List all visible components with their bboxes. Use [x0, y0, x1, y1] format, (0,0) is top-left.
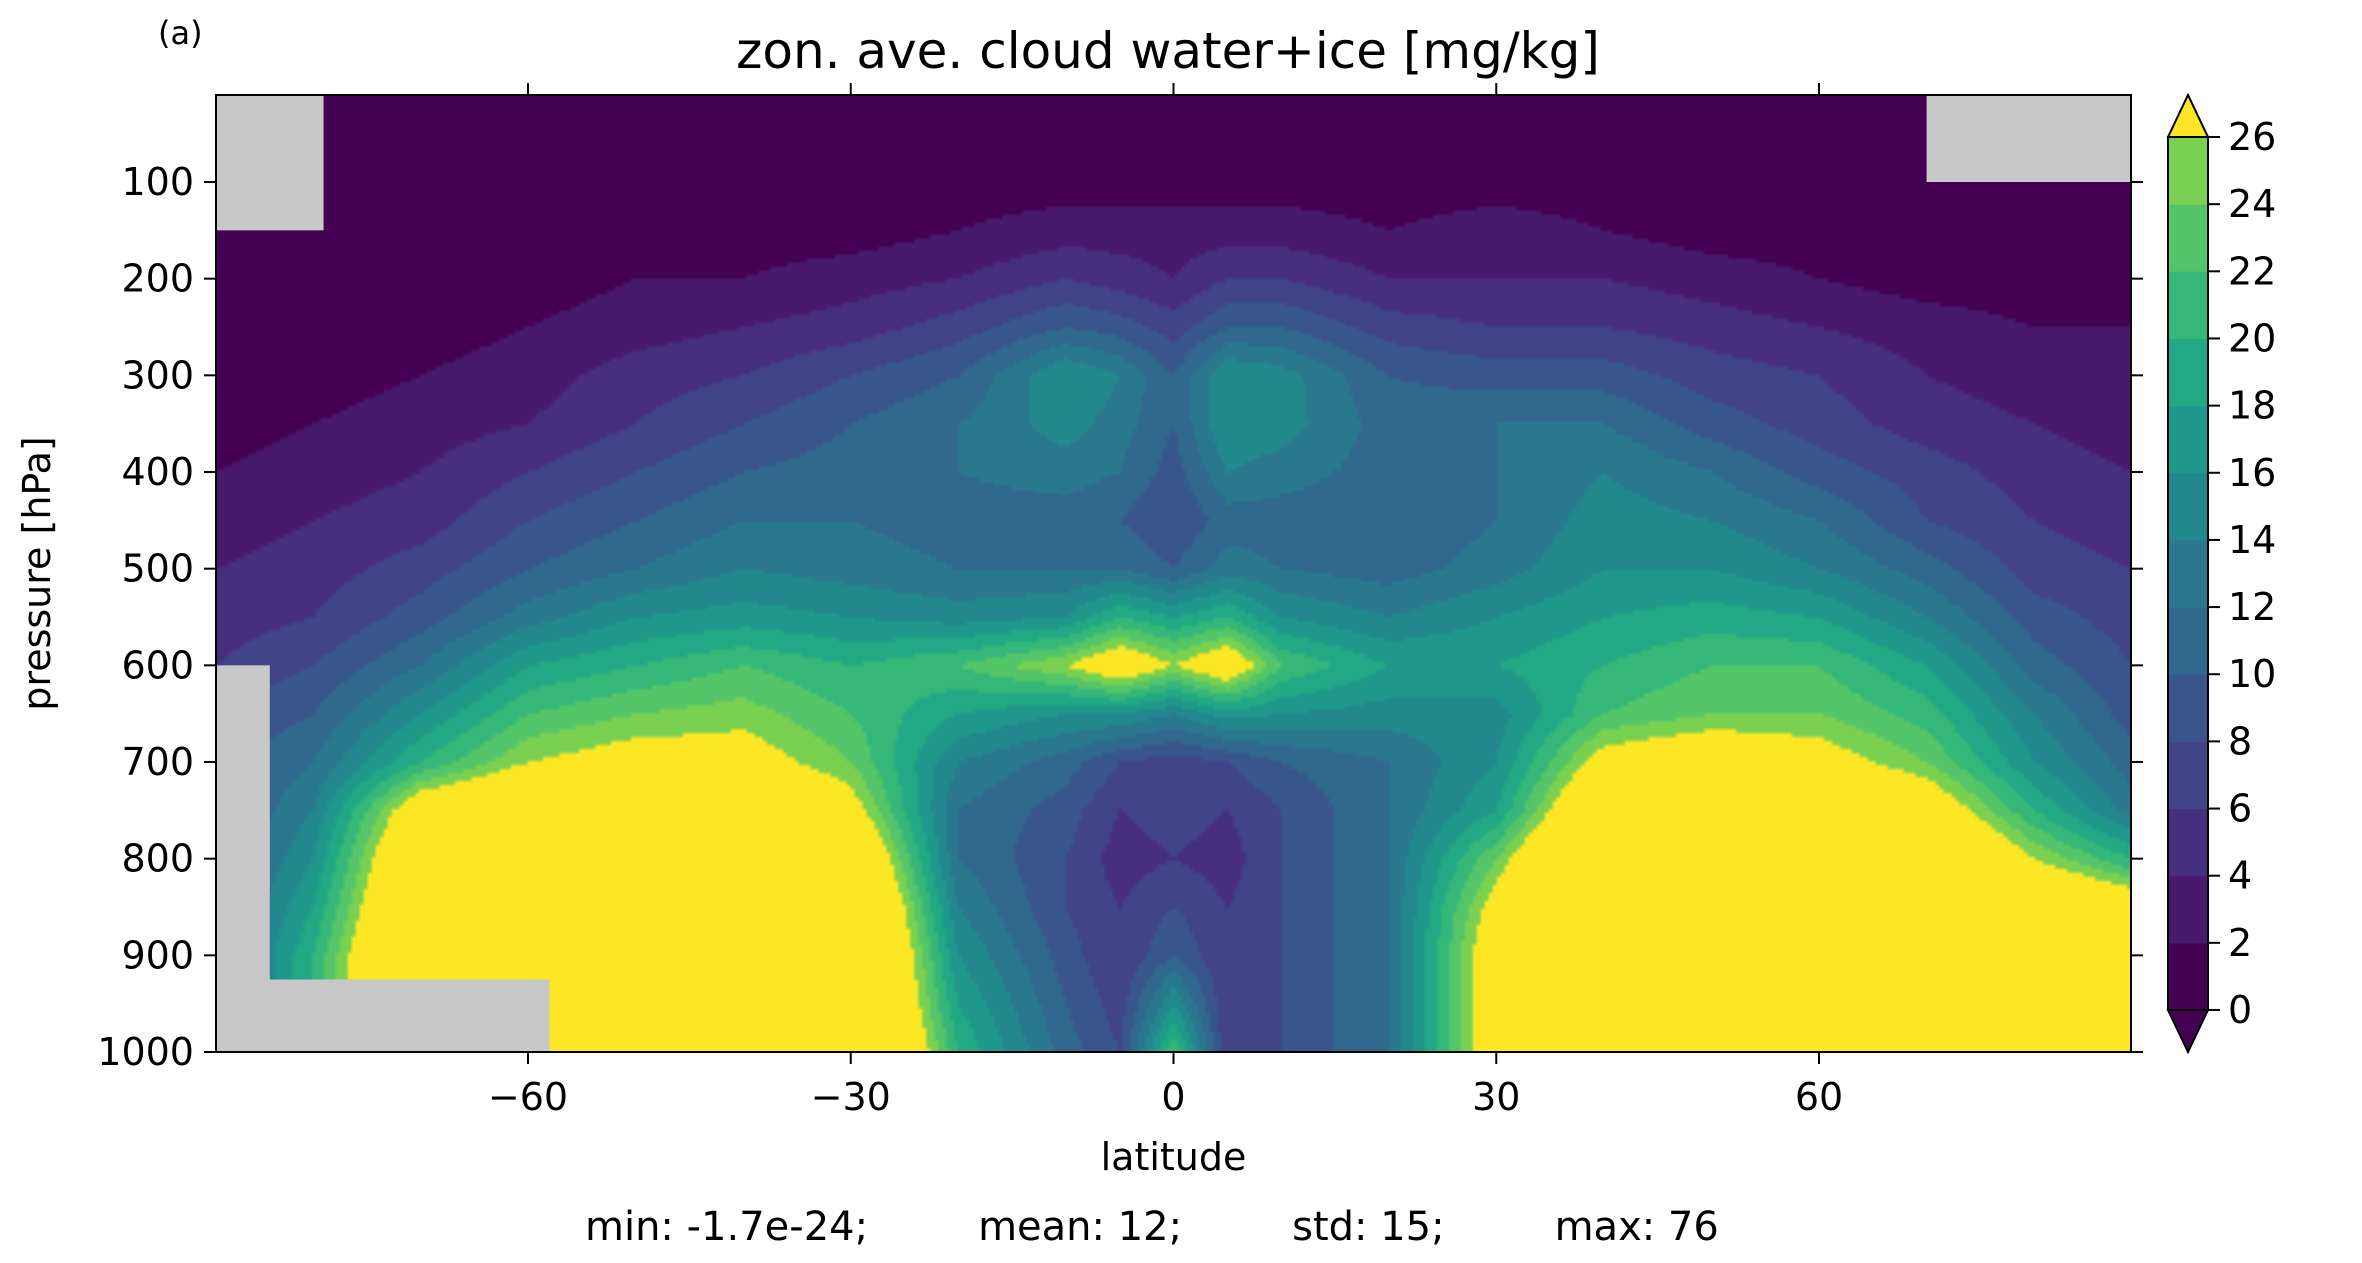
y-tick-label: 100	[121, 160, 194, 204]
colorbar-segment	[2168, 607, 2208, 675]
colorbar-segment	[2168, 271, 2208, 339]
colorbar-frame	[2167, 136, 2209, 1011]
colorbar-segment	[2168, 808, 2208, 877]
colorbar-tick-label: 4	[2228, 854, 2252, 898]
missing-region-upper-right-stratosphere	[1926, 95, 2131, 182]
colorbar-segment	[2168, 338, 2208, 407]
colorbar-segment	[2168, 942, 2208, 1011]
y-tick-label: 600	[121, 643, 194, 687]
colorbar-tick-label: 22	[2228, 249, 2276, 293]
colorbar-tick-label: 0	[2228, 988, 2252, 1032]
colorbar-tick-label: 10	[2228, 652, 2276, 696]
colorbar-segment	[2168, 405, 2208, 474]
y-tick-label: 200	[121, 257, 194, 301]
colorbar-tick-label: 2	[2228, 921, 2252, 965]
x-tick-label: 0	[1161, 1075, 1185, 1119]
x-tick-label: −60	[488, 1075, 568, 1119]
y-axis: 100 200 300 400 500 600 700 800 900 1000	[97, 160, 2143, 1074]
y-tick-label: 800	[121, 837, 194, 881]
colorbar-segment	[2168, 204, 2208, 272]
y-tick-label: 300	[121, 353, 194, 397]
stat-max: max: 76	[1554, 1204, 1719, 1250]
y-tick-label: 1000	[97, 1030, 194, 1074]
missing-region-antarctic-slope	[216, 665, 270, 980]
stat-std: std: 15;	[1292, 1204, 1445, 1250]
x-tick-label: 60	[1795, 1075, 1843, 1119]
colorbar-segment	[2168, 539, 2208, 608]
colorbar-tick-label: 12	[2228, 585, 2276, 629]
y-axis-label: pressure [hPa]	[15, 436, 59, 710]
colorbar-tick-label: 18	[2228, 384, 2276, 428]
colorbar-segment	[2168, 137, 2208, 205]
colorbar-tick-label: 6	[2228, 787, 2252, 831]
x-tick-label: −30	[811, 1075, 891, 1119]
missing-data-layer	[216, 95, 2131, 1052]
y-tick-label: 500	[121, 547, 194, 591]
colorbar-tick-label: 20	[2228, 316, 2276, 360]
colorbar-extend-max	[2166, 92, 2210, 138]
contour-plot-area	[216, 95, 2131, 1052]
stat-min: min: -1.7e-24;	[585, 1204, 869, 1250]
colorbar-tick-label: 26	[2228, 115, 2276, 159]
colorbar-tick-label: 16	[2228, 451, 2276, 495]
colorbar-segment	[2168, 875, 2208, 944]
x-axis: −60 −30 0 30 60	[488, 83, 1843, 1119]
statistics-line: min: -1.7e-24; mean: 12; std: 15; max: 76	[585, 1204, 1719, 1250]
colorbar-segment	[2168, 472, 2208, 541]
colorbar-tick-label: 14	[2228, 518, 2276, 562]
chart-title: zon. ave. cloud water+ice [mg/kg]	[736, 22, 1600, 80]
y-tick-label: 900	[121, 933, 194, 977]
colorbar-extend-min	[2166, 1009, 2210, 1055]
colorbar-tick-label: 8	[2228, 719, 2252, 763]
y-tick-label: 400	[121, 450, 194, 494]
colorbar-segment	[2168, 674, 2208, 742]
colorbar-segment	[2168, 741, 2208, 810]
stat-mean: mean: 12;	[978, 1204, 1183, 1250]
x-tick-label: 30	[1472, 1075, 1520, 1119]
y-tick-label: 700	[121, 740, 194, 784]
cloud-water-ice-field	[216, 95, 2131, 1052]
missing-region-upper-left-stratosphere	[216, 95, 324, 231]
colorbar-tick-label: 24	[2228, 182, 2276, 226]
panel-label: (a)	[158, 14, 203, 52]
missing-region-antarctic-surface	[216, 979, 550, 1052]
x-axis-label: latitude	[1101, 1135, 1247, 1179]
